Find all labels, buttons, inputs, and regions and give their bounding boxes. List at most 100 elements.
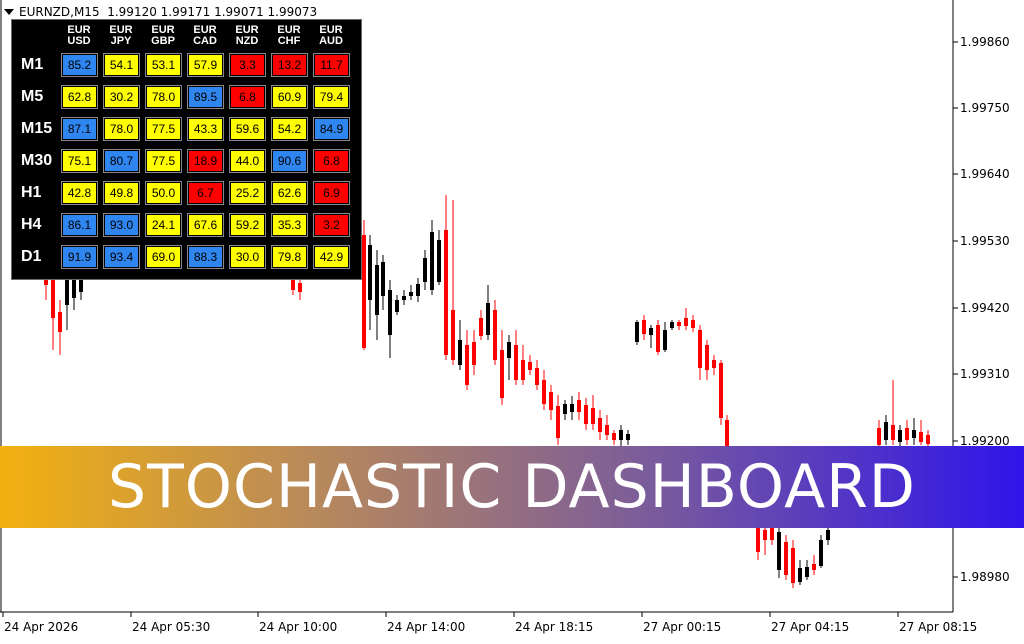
column-header-base: EUR	[193, 24, 217, 36]
timeframe-label: D1	[21, 248, 42, 265]
stochastic-cell: 87.1	[61, 117, 98, 141]
candle-body	[719, 363, 723, 418]
candle-body	[402, 296, 406, 300]
stochastic-cell: 79.8	[271, 245, 308, 269]
time-label: 27 Apr 08:15	[899, 620, 977, 634]
candle-body	[912, 430, 916, 438]
candle-body	[79, 268, 83, 292]
column-header-base: EUR	[67, 24, 91, 36]
dropdown-triangle-icon[interactable]	[4, 8, 14, 15]
price-label: 1.99200	[960, 434, 1010, 448]
stochastic-cell: 85.2	[61, 53, 98, 77]
time-label: 24 Apr 10:00	[259, 620, 337, 634]
stochastic-cell: 60.9	[271, 85, 308, 109]
stochastic-cell: 6.8	[313, 149, 350, 173]
stochastic-cell: 18.9	[187, 149, 224, 173]
column-header-quote: CAD	[193, 35, 217, 47]
stochastic-cell: 11.7	[313, 53, 350, 77]
stochastic-cell: 24.1	[145, 213, 182, 237]
stochastic-cell: 6.8	[229, 85, 266, 109]
candle-body	[819, 540, 823, 566]
column-header-quote: USD	[67, 35, 91, 47]
candle-body	[409, 292, 413, 296]
stochastic-cell: 80.7	[103, 149, 140, 173]
stochastic-cell: 67.6	[187, 213, 224, 237]
candle-body	[926, 435, 930, 444]
column-header-base: EUR	[109, 24, 133, 36]
time-label: 24 Apr 2026	[4, 620, 78, 634]
candle-body	[444, 230, 448, 355]
candle-body	[619, 430, 623, 440]
candle-body	[626, 434, 630, 440]
candle-body	[898, 430, 902, 442]
price-label: 1.99860	[960, 35, 1010, 49]
candle-body	[763, 530, 767, 540]
candle-body	[291, 270, 295, 290]
time-label: 27 Apr 00:15	[643, 620, 721, 634]
candle-body	[670, 322, 674, 328]
stochastic-cell: 50.0	[145, 181, 182, 205]
candle-body	[472, 342, 476, 365]
column-header-base: EUR	[319, 24, 343, 36]
stochastic-cell: 77.5	[145, 149, 182, 173]
candle-body	[521, 360, 525, 380]
candle-body	[535, 368, 539, 385]
candle-body	[500, 350, 504, 398]
stochastic-cell: 77.5	[145, 117, 182, 141]
stochastic-cell: 30.0	[229, 245, 266, 269]
ohlc-values: 1.99120 1.99171 1.99071 1.99073	[107, 5, 318, 19]
candle-body	[798, 568, 802, 582]
price-label: 1.99310	[960, 367, 1010, 381]
candle-body	[791, 548, 795, 583]
candle-body	[612, 433, 616, 440]
candle-body	[784, 542, 788, 575]
candle-body	[884, 422, 888, 440]
timeframe-label: M1	[21, 56, 44, 73]
stochastic-cell: 42.9	[313, 245, 350, 269]
candle-body	[826, 530, 830, 540]
column-header-quote: JPY	[110, 35, 132, 47]
timeframe-label: M5	[21, 88, 44, 105]
stochastic-cell: 91.9	[61, 245, 98, 269]
timeframe-label: H1	[21, 184, 42, 201]
candle-body	[725, 420, 729, 455]
candle-body	[663, 330, 667, 350]
candle-body	[712, 360, 716, 368]
column-header-quote: GBP	[151, 35, 175, 47]
column-header-quote: CHF	[277, 35, 301, 47]
candle-body	[805, 567, 809, 577]
candle-body	[368, 245, 372, 300]
time-axis: 24 Apr 2026 24 Apr 05:30 24 Apr 10:00 24 Ap…	[2, 612, 977, 634]
price-label: 1.99420	[960, 301, 1010, 315]
candle-body	[812, 564, 816, 570]
stochastic-cell: 53.1	[145, 53, 182, 77]
candle-body	[430, 232, 434, 290]
candle-body	[584, 405, 588, 424]
candle-body	[65, 280, 69, 305]
candle-body	[549, 392, 553, 410]
candle-body	[493, 310, 497, 360]
candle-body	[465, 345, 469, 385]
candle-body	[451, 310, 455, 360]
candle-body	[905, 428, 909, 440]
stochastic-cell: 54.2	[271, 117, 308, 141]
candle-body	[458, 340, 462, 365]
column-header-quote: NZD	[235, 35, 259, 47]
stochastic-cell: 62.8	[61, 85, 98, 109]
candle-body	[381, 262, 385, 296]
candle-body	[486, 303, 490, 335]
price-label: 1.99530	[960, 234, 1010, 248]
stochastic-cell: 62.6	[271, 181, 308, 205]
candle-body	[514, 345, 518, 380]
stochastic-cell: 78.0	[103, 117, 140, 141]
stochastic-cell: 49.8	[103, 181, 140, 205]
candle-body	[770, 526, 774, 540]
candle-body	[375, 265, 379, 315]
stochastic-cell: 3.3	[229, 53, 266, 77]
candle-body	[756, 528, 760, 552]
candle-body	[542, 380, 546, 404]
stochastic-cell: 75.1	[61, 149, 98, 173]
time-label: 24 Apr 05:30	[132, 620, 210, 634]
